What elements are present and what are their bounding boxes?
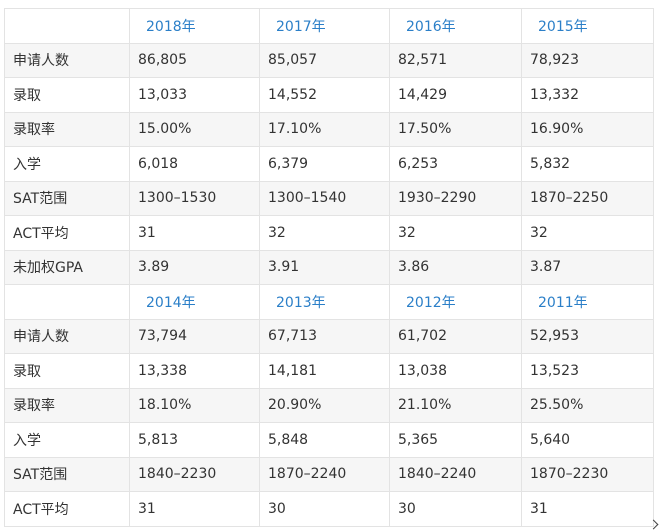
table-cell: 16.90% bbox=[521, 111, 654, 147]
table-cell: 86,805 bbox=[129, 42, 260, 78]
table-cell: 3.87 bbox=[521, 249, 654, 285]
table-row: 录取率 15.00% 17.10% 17.50% 16.90% bbox=[4, 111, 654, 147]
table-cell: 3.91 bbox=[259, 249, 390, 285]
row-label: SAT范围 bbox=[4, 456, 130, 492]
table-cell: 1870–2240 bbox=[259, 456, 390, 492]
table-cell: 3.86 bbox=[389, 249, 522, 285]
table-cell: 13,038 bbox=[389, 353, 522, 389]
table-cell: 17.10% bbox=[259, 111, 390, 147]
table-cell: 13,332 bbox=[521, 77, 654, 113]
table-row: 录取 13,338 14,181 13,038 13,523 bbox=[4, 353, 654, 389]
table-cell: 67,713 bbox=[259, 318, 390, 354]
table-cell: 5,848 bbox=[259, 422, 390, 458]
year-header: 2016年 bbox=[389, 8, 522, 44]
year-header: 2015年 bbox=[521, 8, 654, 44]
table-cell: 6,379 bbox=[259, 146, 390, 182]
row-label: ACT平均 bbox=[4, 215, 130, 251]
table-cell: 1870–2230 bbox=[521, 456, 654, 492]
year-header: 2018年 bbox=[129, 8, 260, 44]
row-label: 未加权GPA bbox=[4, 249, 130, 285]
table-row: 申请人数 86,805 85,057 82,571 78,923 bbox=[4, 42, 654, 78]
table-row: SAT范围 1840–2230 1870–2240 1840–2240 1870… bbox=[4, 456, 654, 492]
table-cell: 73,794 bbox=[129, 318, 260, 354]
table-cell: 14,429 bbox=[389, 77, 522, 113]
row-label: 入学 bbox=[4, 146, 130, 182]
row-label: 申请人数 bbox=[4, 318, 130, 354]
table-cell: 61,702 bbox=[389, 318, 522, 354]
table-cell: 5,640 bbox=[521, 422, 654, 458]
table-cell: 14,181 bbox=[259, 353, 390, 389]
row-label: SAT范围 bbox=[4, 180, 130, 216]
row-label: 录取 bbox=[4, 77, 130, 113]
table-cell: 21.10% bbox=[389, 387, 522, 423]
table-cell: 82,571 bbox=[389, 42, 522, 78]
table-cell: 5,365 bbox=[389, 422, 522, 458]
year-header-row: 2014年 2013年 2012年 2011年 bbox=[4, 284, 654, 320]
row-label: 录取率 bbox=[4, 387, 130, 423]
table-cell: 25.50% bbox=[521, 387, 654, 423]
table-row: ACT平均 31 30 30 31 bbox=[4, 491, 654, 527]
corner-cell bbox=[4, 8, 130, 44]
table-row: 录取率 18.10% 20.90% 21.10% 25.50% bbox=[4, 387, 654, 423]
row-label: 录取 bbox=[4, 353, 130, 389]
table-cell: 1840–2240 bbox=[389, 456, 522, 492]
table-row: 入学 5,813 5,848 5,365 5,640 bbox=[4, 422, 654, 458]
table-row: 申请人数 73,794 67,713 61,702 52,953 bbox=[4, 318, 654, 354]
table-cell: 17.50% bbox=[389, 111, 522, 147]
table-cell: 3.89 bbox=[129, 249, 260, 285]
year-header: 2017年 bbox=[259, 8, 390, 44]
table-cell: 20.90% bbox=[259, 387, 390, 423]
table-cell: 31 bbox=[129, 491, 260, 527]
table-cell: 13,523 bbox=[521, 353, 654, 389]
table-cell: 32 bbox=[521, 215, 654, 251]
admissions-stats-table: 2018年 2017年 2016年 2015年 申请人数 86,805 85,0… bbox=[4, 8, 654, 527]
table-cell: 30 bbox=[259, 491, 390, 527]
year-header-row: 2018年 2017年 2016年 2015年 bbox=[4, 8, 654, 44]
cursor-arrow-icon bbox=[648, 519, 659, 530]
row-label: ACT平均 bbox=[4, 491, 130, 527]
corner-cell bbox=[4, 284, 130, 320]
table-row: 录取 13,033 14,552 14,429 13,332 bbox=[4, 77, 654, 113]
row-label: 入学 bbox=[4, 422, 130, 458]
table-row: 未加权GPA 3.89 3.91 3.86 3.87 bbox=[4, 249, 654, 285]
table-cell: 30 bbox=[389, 491, 522, 527]
table-cell: 32 bbox=[389, 215, 522, 251]
year-header: 2012年 bbox=[389, 284, 522, 320]
row-label: 录取率 bbox=[4, 111, 130, 147]
row-label: 申请人数 bbox=[4, 42, 130, 78]
table-cell: 1840–2230 bbox=[129, 456, 260, 492]
table-cell: 52,953 bbox=[521, 318, 654, 354]
table-cell: 1300–1540 bbox=[259, 180, 390, 216]
table-cell: 6,253 bbox=[389, 146, 522, 182]
table-cell: 1300–1530 bbox=[129, 180, 260, 216]
table-cell: 15.00% bbox=[129, 111, 260, 147]
table-cell: 85,057 bbox=[259, 42, 390, 78]
table-cell: 32 bbox=[259, 215, 390, 251]
table-cell: 14,552 bbox=[259, 77, 390, 113]
table-cell: 13,338 bbox=[129, 353, 260, 389]
table-cell: 31 bbox=[521, 491, 654, 527]
table-row: 入学 6,018 6,379 6,253 5,832 bbox=[4, 146, 654, 182]
year-header: 2011年 bbox=[521, 284, 654, 320]
table-cell: 6,018 bbox=[129, 146, 260, 182]
table-row: SAT范围 1300–1530 1300–1540 1930–2290 1870… bbox=[4, 180, 654, 216]
table-cell: 31 bbox=[129, 215, 260, 251]
year-header: 2013年 bbox=[259, 284, 390, 320]
table-cell: 1870–2250 bbox=[521, 180, 654, 216]
table-cell: 18.10% bbox=[129, 387, 260, 423]
table-cell: 78,923 bbox=[521, 42, 654, 78]
table-cell: 1930–2290 bbox=[389, 180, 522, 216]
table-cell: 5,832 bbox=[521, 146, 654, 182]
table-cell: 5,813 bbox=[129, 422, 260, 458]
year-header: 2014年 bbox=[129, 284, 260, 320]
table-row: ACT平均 31 32 32 32 bbox=[4, 215, 654, 251]
table-cell: 13,033 bbox=[129, 77, 260, 113]
